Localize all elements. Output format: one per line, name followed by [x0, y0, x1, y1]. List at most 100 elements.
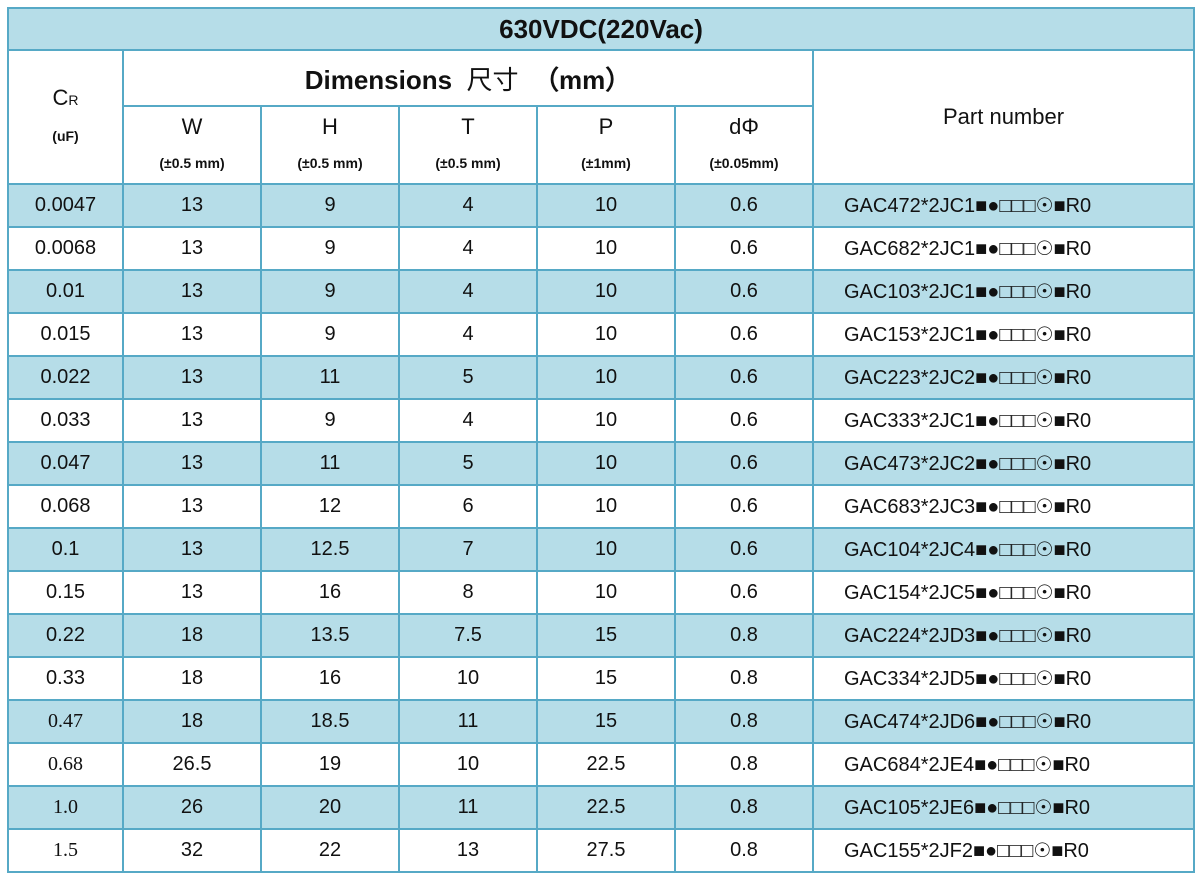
cell-p: 10 [536, 355, 676, 400]
table-row: 0.047 13 11 5 10 0.6 GAC473*2JC2■●□□□☉■R0 [7, 441, 1196, 486]
cell-part-number: GAC223*2JC2■●□□□☉■R0 [811, 355, 1196, 400]
table-row: 0.068 13 12 6 10 0.6 GAC683*2JC3■●□□□☉■R0 [7, 484, 1196, 529]
cell-d: 0.6 [674, 355, 814, 400]
cell-cr: 1.0 [7, 785, 124, 830]
cell-w: 26.5 [122, 742, 262, 787]
table-row: 1.0 26 20 11 22.5 0.8 GAC105*2JE6■●□□□☉■R0 [7, 785, 1196, 830]
cell-h: 9 [260, 269, 400, 314]
cell-t: 10 [398, 656, 538, 701]
col-header-h: H (±0.5 mm) [260, 105, 400, 185]
cell-w: 18 [122, 613, 262, 658]
cell-d: 0.8 [674, 828, 814, 873]
cell-w: 13 [122, 570, 262, 615]
cell-p: 15 [536, 656, 676, 701]
cell-p: 10 [536, 484, 676, 529]
cell-d: 0.6 [674, 398, 814, 443]
cell-w: 13 [122, 527, 262, 572]
cell-d: 0.6 [674, 226, 814, 271]
cell-p: 22.5 [536, 785, 676, 830]
cell-d: 0.6 [674, 312, 814, 357]
cell-h: 11 [260, 355, 400, 400]
table-row: 0.022 13 11 5 10 0.6 GAC223*2JC2■●□□□☉■R0 [7, 355, 1196, 400]
cell-w: 13 [122, 441, 262, 486]
cell-p: 10 [536, 226, 676, 271]
cell-d: 0.6 [674, 527, 814, 572]
cell-w: 13 [122, 398, 262, 443]
cell-h: 11 [260, 441, 400, 486]
cell-cr: 0.0068 [7, 226, 124, 271]
cell-h: 9 [260, 183, 400, 228]
cell-part-number: GAC682*2JC1■●□□□☉■R0 [811, 226, 1196, 271]
cell-part-number: GAC684*2JE4■●□□□☉■R0 [811, 742, 1196, 787]
cell-part-number: GAC334*2JD5■●□□□☉■R0 [811, 656, 1196, 701]
cell-p: 15 [536, 699, 676, 744]
cell-d: 0.6 [674, 570, 814, 615]
cell-p: 27.5 [536, 828, 676, 873]
col-label: dΦ [729, 114, 759, 139]
cell-w: 26 [122, 785, 262, 830]
cell-p: 10 [536, 269, 676, 314]
cell-cr: 0.022 [7, 355, 124, 400]
table-row: 0.68 26.5 19 10 22.5 0.8 GAC684*2JE4■●□□□☉■R0 [7, 742, 1196, 787]
cell-cr: 0.015 [7, 312, 124, 357]
table-row: 0.22 18 13.5 7.5 15 0.8 GAC224*2JD3■●□□□☉■R0 [7, 613, 1196, 658]
col-tolerance: (±0.5 mm) [159, 155, 225, 171]
cell-cr: 0.01 [7, 269, 124, 314]
cell-h: 12.5 [260, 527, 400, 572]
cell-h: 18.5 [260, 699, 400, 744]
col-tolerance: (±0.5 mm) [435, 155, 501, 171]
cell-w: 18 [122, 699, 262, 744]
cell-t: 4 [398, 226, 538, 271]
cell-t: 5 [398, 441, 538, 486]
cell-part-number: GAC154*2JC5■●□□□☉■R0 [811, 570, 1196, 615]
cell-h: 9 [260, 312, 400, 357]
cell-w: 13 [122, 269, 262, 314]
dimensions-unit: （mm） [533, 64, 632, 95]
cell-t: 6 [398, 484, 538, 529]
cell-part-number: GAC103*2JC1■●□□□☉■R0 [811, 269, 1196, 314]
cell-w: 13 [122, 183, 262, 228]
col-tolerance: (±1mm) [581, 155, 631, 171]
spec-table: 630VDC(220Vac) CR (uF) Dimensions 尺寸 （mm… [6, 7, 1196, 873]
dimensions-cn: 尺寸 [466, 64, 519, 95]
cell-t: 4 [398, 183, 538, 228]
cell-t: 4 [398, 398, 538, 443]
cell-part-number: GAC104*2JC4■●□□□☉■R0 [811, 527, 1196, 572]
cell-d: 0.8 [674, 613, 814, 658]
cr-header-sub: R [68, 92, 79, 108]
cell-t: 7.5 [398, 613, 538, 658]
cell-part-number: GAC155*2JF2■●□□□☉■R0 [811, 828, 1196, 873]
cell-d: 0.6 [674, 441, 814, 486]
cell-h: 20 [260, 785, 400, 830]
cell-t: 7 [398, 527, 538, 572]
cell-h: 9 [260, 226, 400, 271]
table-row: 0.0068 13 9 4 10 0.6 GAC682*2JC1■●□□□☉■R0 [7, 226, 1196, 271]
cell-part-number: GAC472*2JC1■●□□□☉■R0 [811, 183, 1196, 228]
cell-d: 0.6 [674, 484, 814, 529]
cell-p: 10 [536, 398, 676, 443]
cell-part-number: GAC153*2JC1■●□□□☉■R0 [811, 312, 1196, 357]
table-row: 0.1 13 12.5 7 10 0.6 GAC104*2JC4■●□□□☉■R0 [7, 527, 1196, 572]
col-header-d: dΦ (±0.05mm) [674, 105, 814, 185]
table-row: 1.5 32 22 13 27.5 0.8 GAC155*2JF2■●□□□☉■R0 [7, 828, 1196, 873]
cell-cr: 0.33 [7, 656, 124, 701]
cell-cr: 0.047 [7, 441, 124, 486]
col-tolerance: (±0.05mm) [709, 155, 779, 171]
cell-d: 0.8 [674, 742, 814, 787]
cell-h: 22 [260, 828, 400, 873]
cell-t: 5 [398, 355, 538, 400]
col-label: T [461, 114, 475, 139]
cell-w: 13 [122, 226, 262, 271]
cell-h: 16 [260, 656, 400, 701]
cell-d: 0.6 [674, 269, 814, 314]
cell-cr: 0.47 [7, 699, 124, 744]
cell-cr: 0.1 [7, 527, 124, 572]
cr-header-unit: (uF) [52, 128, 79, 144]
cell-d: 0.8 [674, 656, 814, 701]
cell-p: 22.5 [536, 742, 676, 787]
cell-cr: 0.22 [7, 613, 124, 658]
table-body: 0.0047 13 9 4 10 0.6 GAC472*2JC1■●□□□☉■R0 0.006… [7, 183, 1196, 873]
cell-part-number: GAC333*2JC1■●□□□☉■R0 [811, 398, 1196, 443]
cell-w: 32 [122, 828, 262, 873]
cell-part-number: GAC683*2JC3■●□□□☉■R0 [811, 484, 1196, 529]
